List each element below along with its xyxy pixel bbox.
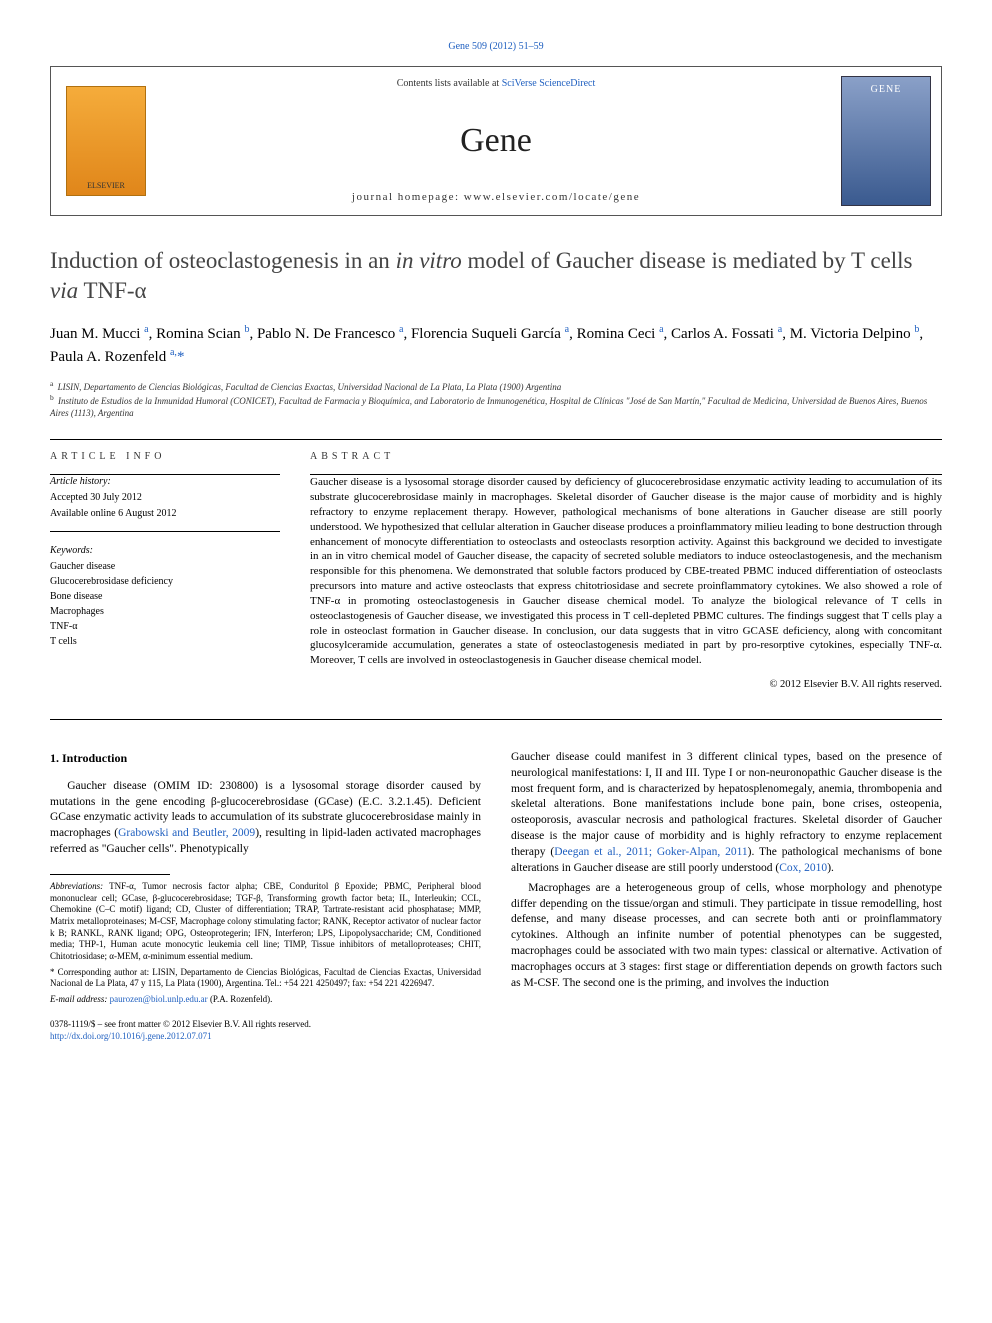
abstract-text: Gaucher disease is a lysosomal storage d… bbox=[310, 475, 942, 668]
journal-name: Gene bbox=[161, 117, 831, 165]
affiliation-b: b Instituto de Estudios de la Inmunidad … bbox=[50, 393, 942, 419]
keyword-item: Bone disease bbox=[50, 590, 280, 604]
contents-list-line: Contents lists available at SciVerse Sci… bbox=[161, 77, 831, 91]
email-suffix: (P.A. Rozenfeld). bbox=[208, 994, 273, 1004]
meta-rule-2 bbox=[50, 531, 280, 532]
affiliations: a LISIN, Departamento de Ciencias Biológ… bbox=[50, 379, 942, 419]
rule-top bbox=[50, 439, 942, 440]
history-head: Article history: bbox=[50, 475, 280, 489]
keyword-item: Glucocerebrosidase deficiency bbox=[50, 575, 280, 589]
elsevier-logo: ELSEVIER bbox=[51, 67, 161, 215]
journal-homepage: journal homepage: www.elsevier.com/locat… bbox=[161, 190, 831, 205]
keyword-item: T cells bbox=[50, 635, 280, 649]
elsevier-tree-icon: ELSEVIER bbox=[66, 86, 146, 196]
ref-link-grabowski[interactable]: Grabowski and Beutler, 2009 bbox=[118, 827, 255, 839]
right-para-1: Gaucher disease could manifest in 3 diff… bbox=[511, 750, 942, 877]
right-para-2: Macrophages are a heterogeneous group of… bbox=[511, 881, 942, 992]
history-online: Available online 6 August 2012 bbox=[50, 507, 280, 521]
corresponding-footnote: * Corresponding author at: LISIN, Depart… bbox=[50, 967, 481, 990]
ref-link-cox[interactable]: Cox, 2010 bbox=[779, 862, 827, 874]
article-info-label: ARTICLE INFO bbox=[50, 450, 280, 464]
history-accepted: Accepted 30 July 2012 bbox=[50, 491, 280, 505]
email-footnote: E-mail address: paurozen@biol.unlp.edu.a… bbox=[50, 994, 481, 1006]
page-root: Gene 509 (2012) 51–59 ELSEVIER Contents … bbox=[0, 0, 992, 1083]
email-link[interactable]: paurozen@biol.unlp.edu.ar bbox=[110, 994, 208, 1004]
abbreviations-footnote: Abbreviations: TNF-α, Tumor necrosis fac… bbox=[50, 881, 481, 963]
copyright-line: © 2012 Elsevier B.V. All rights reserved… bbox=[310, 678, 942, 693]
ref-link-deegan[interactable]: Deegan et al., 2011; Goker-Alpan, 2011 bbox=[554, 846, 747, 858]
authors-list: Juan M. Mucci a, Romina Scian b, Pablo N… bbox=[50, 322, 942, 369]
article-title: Induction of osteoclastogenesis in an in… bbox=[50, 246, 942, 306]
rule-bottom-meta bbox=[50, 719, 942, 720]
issn-line: 0378-1119/$ – see front matter © 2012 El… bbox=[50, 1018, 481, 1031]
body-left-col: 1. Introduction Gaucher disease (OMIM ID… bbox=[50, 750, 481, 1043]
meta-row: ARTICLE INFO Article history: Accepted 3… bbox=[50, 444, 942, 693]
doi-link[interactable]: http://dx.doi.org/10.1016/j.gene.2012.07… bbox=[50, 1031, 212, 1041]
keyword-item: Gaucher disease bbox=[50, 560, 280, 574]
footnote-rule bbox=[50, 874, 170, 875]
gene-cover-icon: GENE bbox=[841, 76, 931, 206]
journal-cover: GENE bbox=[831, 67, 941, 215]
intro-heading: 1. Introduction bbox=[50, 750, 481, 767]
article-info-col: ARTICLE INFO Article history: Accepted 3… bbox=[50, 444, 280, 693]
keywords-head: Keywords: bbox=[50, 544, 280, 558]
abstract-col: ABSTRACT Gaucher disease is a lysosomal … bbox=[310, 444, 942, 693]
header-center: Contents lists available at SciVerse Sci… bbox=[161, 67, 831, 215]
abstract-label: ABSTRACT bbox=[310, 450, 942, 464]
sciencedirect-link[interactable]: SciVerse ScienceDirect bbox=[502, 78, 596, 89]
email-label: E-mail address: bbox=[50, 994, 110, 1004]
contents-prefix: Contents lists available at bbox=[397, 78, 502, 89]
journal-header: ELSEVIER Contents lists available at Sci… bbox=[50, 66, 942, 216]
citation-line: Gene 509 (2012) 51–59 bbox=[50, 40, 942, 54]
keyword-item: TNF-α bbox=[50, 620, 280, 634]
affiliation-a: a LISIN, Departamento de Ciencias Biológ… bbox=[50, 379, 942, 393]
intro-para-1: Gaucher disease (OMIM ID: 230800) is a l… bbox=[50, 779, 481, 858]
body-columns: 1. Introduction Gaucher disease (OMIM ID… bbox=[50, 750, 942, 1043]
footnotes: Abbreviations: TNF-α, Tumor necrosis fac… bbox=[50, 881, 481, 1006]
keywords-list: Gaucher diseaseGlucocerebrosidase defici… bbox=[50, 560, 280, 649]
abbrev-text: TNF-α, Tumor necrosis factor alpha; CBE,… bbox=[50, 881, 481, 961]
footer: 0378-1119/$ – see front matter © 2012 El… bbox=[50, 1018, 481, 1043]
keyword-item: Macrophages bbox=[50, 605, 280, 619]
body-right-col: Gaucher disease could manifest in 3 diff… bbox=[511, 750, 942, 1043]
